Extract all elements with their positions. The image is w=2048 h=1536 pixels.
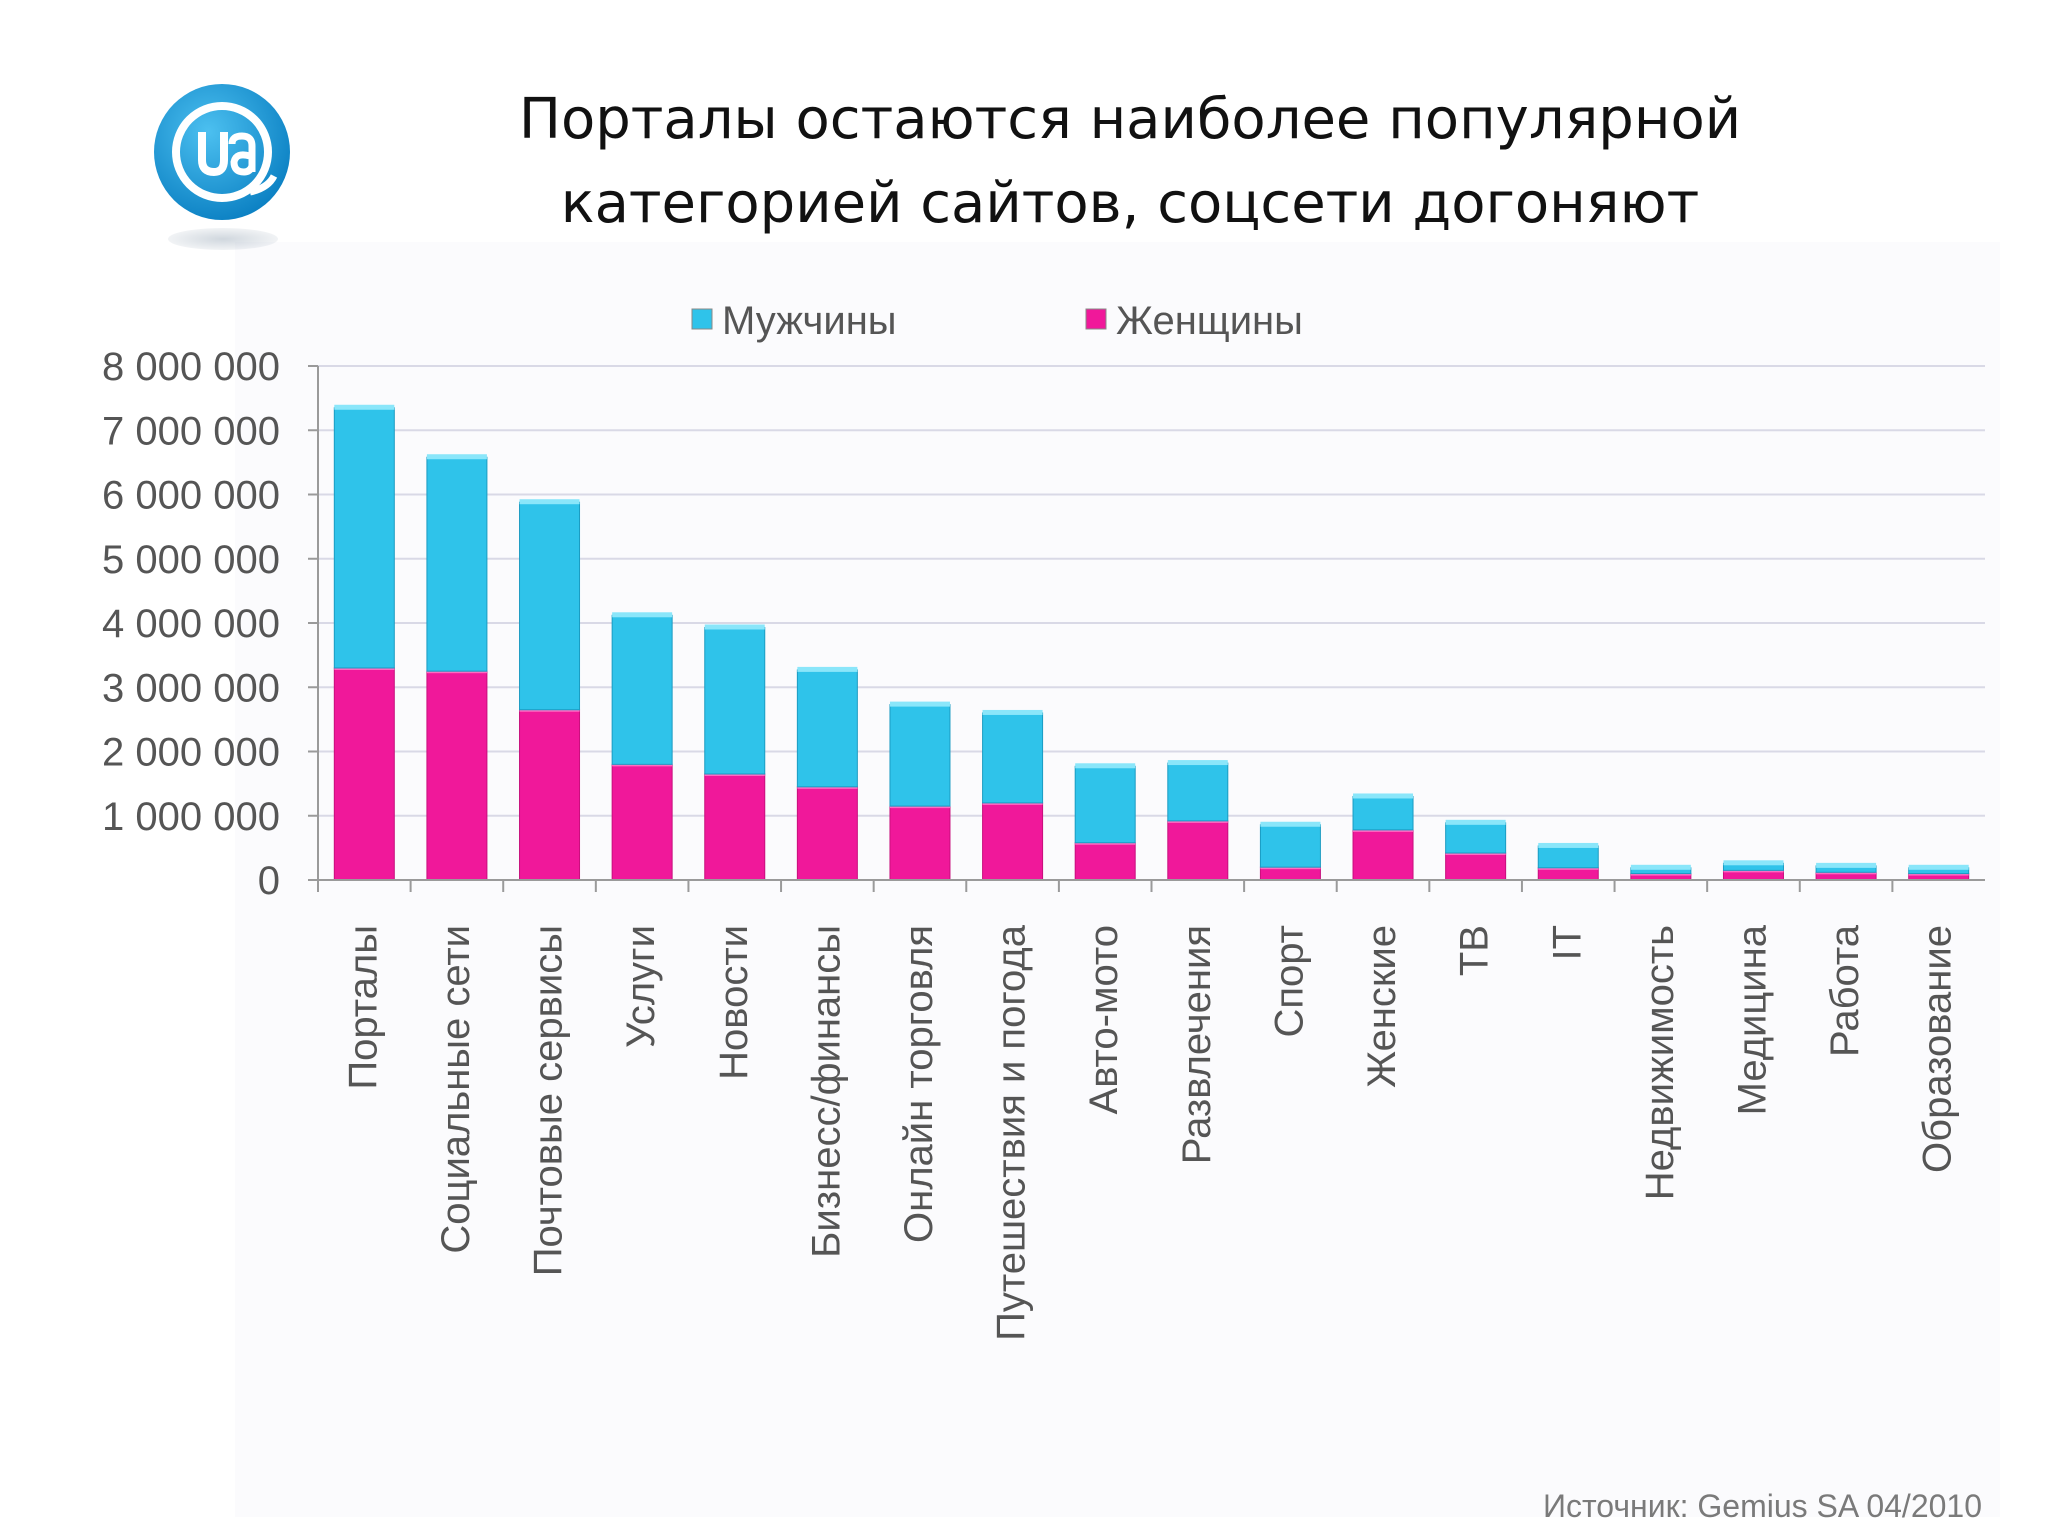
legend: Мужчины Женщины	[691, 299, 1303, 343]
bar-women	[982, 802, 1044, 881]
x-category-label: Почтовые сервисы	[527, 925, 571, 1276]
gridlines	[308, 365, 1985, 881]
x-category-label: Развлечения	[1175, 925, 1219, 1164]
bar-men	[426, 456, 488, 672]
x-category-label: Бизнесс/финансы	[804, 925, 848, 1258]
bar-women	[426, 670, 488, 881]
bars	[317, 404, 1970, 892]
y-tick-label: 0	[258, 859, 280, 903]
bar-women	[704, 773, 766, 881]
bar-women	[796, 786, 858, 881]
bar-men	[333, 407, 395, 669]
bar-men-cap	[889, 701, 950, 707]
bar-men	[1537, 845, 1599, 869]
x-category-label: Недвижимость	[1638, 925, 1682, 1200]
page-title: Порталы остаются наиболее популярной кат…	[480, 78, 1780, 246]
logo-shadow	[168, 228, 278, 250]
bar-women	[1167, 820, 1229, 881]
x-category-label: ТВ	[1453, 925, 1497, 976]
legend-label: Мужчины	[722, 299, 897, 343]
bar-men-cap	[426, 454, 487, 460]
bar-women	[519, 709, 581, 881]
x-category-label: Порталы	[341, 925, 385, 1090]
y-tick-label: 2 000 000	[102, 731, 280, 775]
legend-swatch	[1085, 308, 1107, 330]
title-line-1: Порталы остаются наиболее популярной	[518, 87, 1742, 152]
bar-men-cap	[1445, 819, 1506, 825]
y-tick-label: 3 000 000	[102, 666, 280, 710]
bar-men-cap	[1075, 763, 1136, 769]
bar-men-cap	[612, 612, 673, 618]
bar-men	[704, 626, 766, 775]
title-line-2: категорией сайтов, соцсети догоняют	[560, 171, 1700, 236]
bar-women	[1074, 842, 1136, 881]
bar-women	[1445, 852, 1507, 881]
bar-men	[611, 614, 673, 765]
x-category-label: Образование	[1916, 925, 1960, 1173]
x-category-label: Авто-мото	[1082, 925, 1126, 1114]
bar-men	[1352, 795, 1414, 831]
bar-men	[1445, 822, 1507, 854]
x-category-label: Работа	[1823, 924, 1867, 1057]
x-category-label: Медицина	[1730, 924, 1774, 1115]
legend-swatch	[691, 308, 713, 330]
source-note: Источник: Gemius SA 04/2010	[1542, 1488, 1982, 1524]
bar-men	[519, 501, 581, 711]
bar-men-cap	[704, 624, 765, 630]
bar-men-cap	[334, 404, 395, 410]
y-tick-label: 1 000 000	[102, 795, 280, 839]
bar-men-cap	[1353, 793, 1414, 799]
x-category-label: Спорт	[1267, 925, 1311, 1037]
y-tick-label: 8 000 000	[102, 345, 280, 389]
x-category-label: IT	[1545, 925, 1589, 961]
x-category-label: Услуги	[619, 925, 663, 1048]
x-category-label: Новости	[712, 925, 756, 1080]
y-tick-label: 4 000 000	[102, 602, 280, 646]
bar-men-cap	[1260, 821, 1321, 827]
y-tick-label: 7 000 000	[102, 409, 280, 453]
x-category-label: Онлайн торговля	[897, 925, 941, 1243]
bar-men	[889, 704, 951, 807]
bar-men	[796, 669, 858, 788]
axes	[317, 366, 1985, 881]
y-tick-label: 5 000 000	[102, 538, 280, 582]
bar-women	[1352, 829, 1414, 881]
bar-men-cap	[1538, 842, 1599, 848]
bar-men-cap	[1816, 862, 1877, 868]
bar-men-cap	[1167, 760, 1228, 766]
bar-men	[982, 712, 1044, 804]
x-category-label: Женские	[1360, 925, 1404, 1088]
bar-men	[1167, 762, 1229, 822]
y-axis-tick-labels: 0 1 000 000 2 000 000 3 000 000 4 000 000 5 0…	[102, 345, 280, 903]
ua-at-logo-icon	[154, 84, 290, 220]
bar-men-cap	[982, 709, 1043, 715]
x-category-label: Социальные сети	[434, 925, 478, 1254]
x-category-label: Путешествия и погода	[990, 924, 1034, 1341]
bar-women	[611, 763, 673, 881]
y-tick-label: 6 000 000	[102, 474, 280, 518]
bar-men	[1074, 765, 1136, 844]
bar-men	[1259, 824, 1321, 868]
bar-men-cap	[797, 666, 858, 672]
bar-women	[333, 667, 395, 881]
legend-label: Женщины	[1116, 299, 1303, 343]
bar-men-cap	[1630, 864, 1691, 870]
bar-men-cap	[519, 499, 580, 505]
bar-women	[889, 805, 951, 881]
x-axis-category-labels: Порталы Социальные сети Почтовые сервисы Ус…	[341, 924, 1959, 1341]
bar-men-cap	[1723, 860, 1784, 866]
bar-men-cap	[1908, 864, 1969, 870]
